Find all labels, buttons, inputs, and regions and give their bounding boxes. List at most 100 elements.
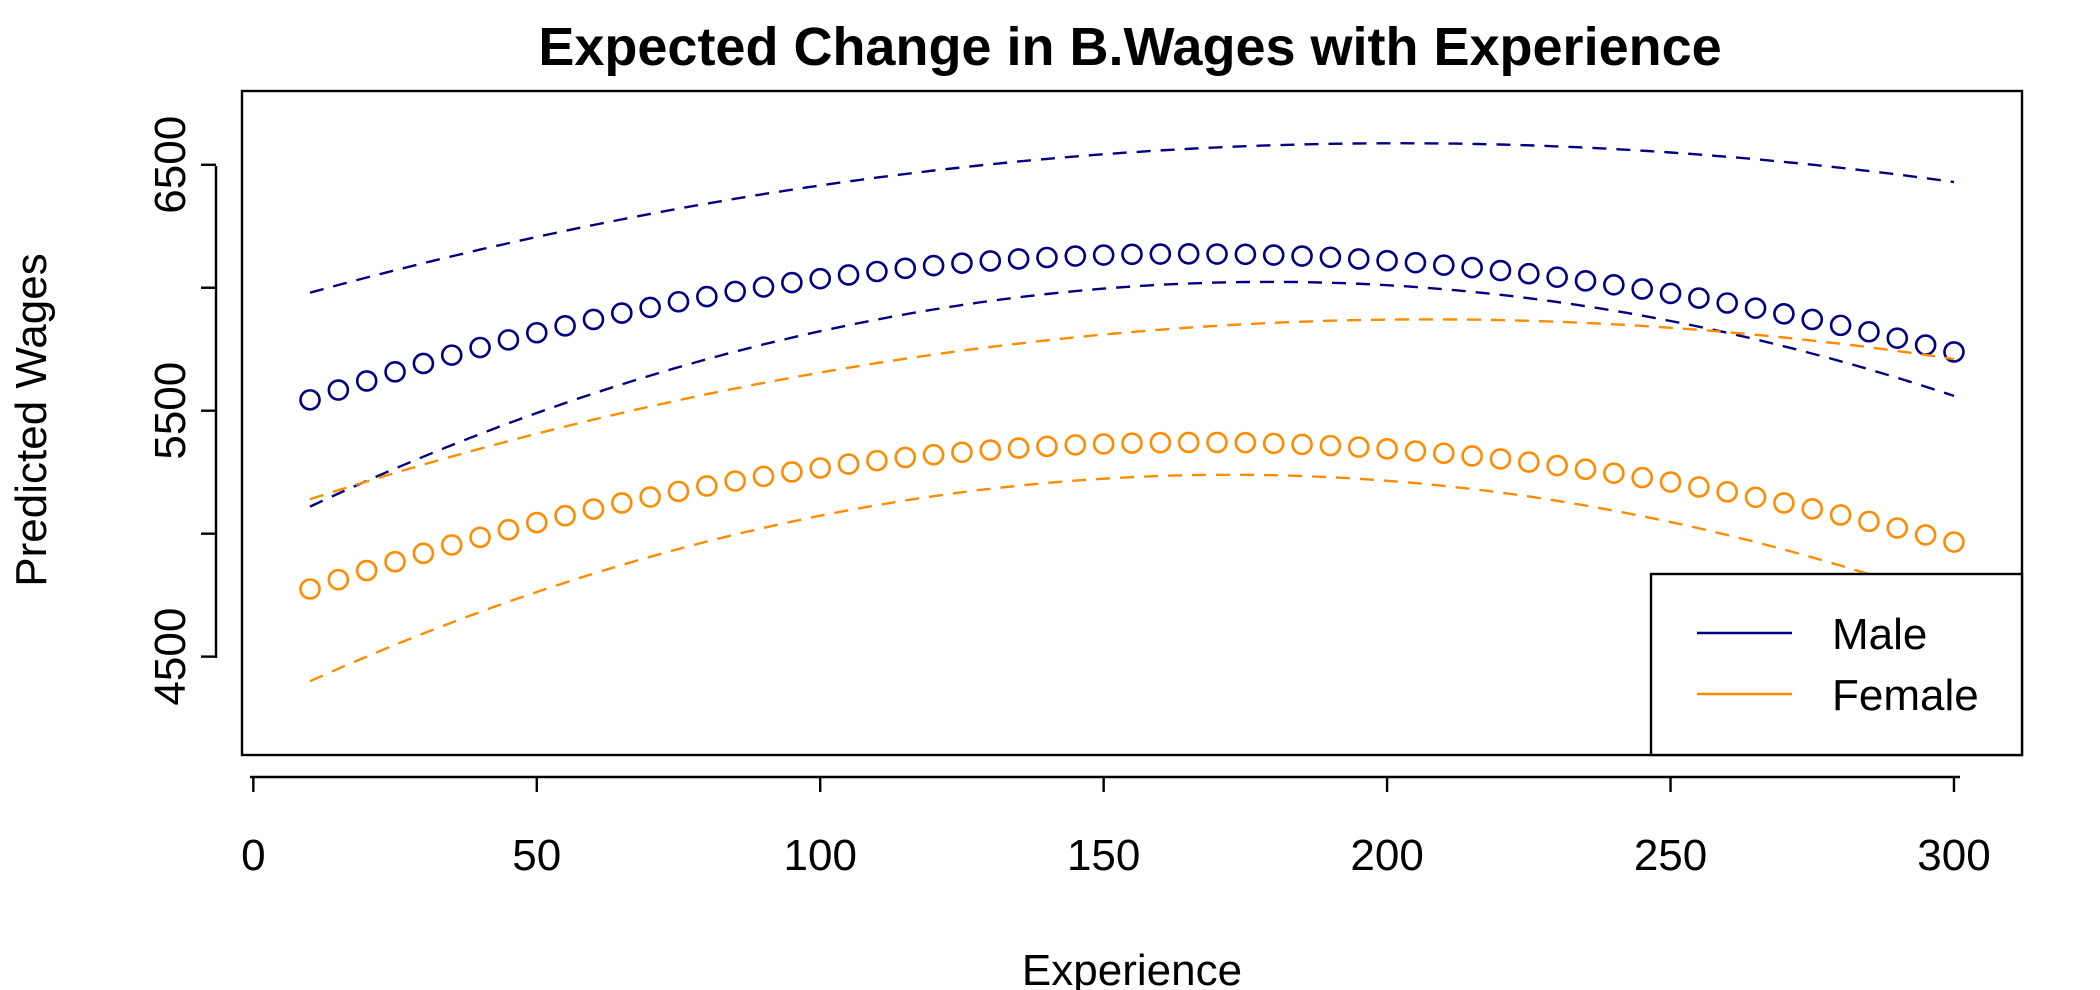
series-female-point: [554, 504, 576, 527]
series-female-point: [667, 480, 690, 503]
x-tick-label: 50: [512, 831, 561, 880]
series-female-point: [1262, 432, 1285, 455]
series-male-point: [979, 250, 1002, 272]
x-tick-label: 200: [1350, 831, 1423, 880]
series-male-point: [384, 361, 406, 383]
series-male-point: [412, 352, 435, 375]
series-female-point: [1603, 462, 1625, 484]
series-female-point: [951, 441, 973, 464]
series-female-point: [1943, 531, 1965, 553]
series-female-point: [1376, 438, 1398, 460]
series-male-point: [866, 260, 888, 283]
series-female-point: [1631, 466, 1653, 489]
series-male-point: [951, 252, 973, 274]
series-female-point: [1773, 492, 1795, 514]
series-female-point: [299, 578, 321, 600]
series-male-point: [1177, 243, 1200, 265]
series-female-point: [582, 498, 605, 520]
series-female-point: [724, 470, 746, 492]
series-male-point: [1801, 308, 1824, 331]
series-female-lower-bound: [309, 473, 1955, 683]
series-male-point: [1262, 244, 1285, 266]
x-axis-label: Experience: [1022, 946, 1242, 990]
series-female-point: [525, 511, 548, 534]
series-male-point: [1773, 303, 1795, 325]
series-female-point: [384, 550, 406, 573]
series-male-point: [894, 257, 917, 280]
series-female-point: [922, 443, 945, 466]
series-female-point: [327, 568, 350, 591]
series-male-point: [1064, 245, 1087, 267]
series-female-point: [1829, 504, 1852, 526]
series-male-point: [1376, 249, 1398, 272]
series-male-point: [1518, 262, 1540, 285]
series-male-point: [299, 389, 321, 411]
series-male-point: [1206, 243, 1228, 265]
series-male-point: [440, 344, 463, 366]
legend-label-female: Female: [1832, 671, 1979, 720]
series-female-point: [1404, 440, 1427, 462]
series-female-point: [412, 542, 435, 565]
series-male-point: [837, 264, 860, 286]
x-tick-label: 0: [241, 831, 265, 880]
series-male-point: [1943, 341, 1965, 363]
series-female-point: [611, 492, 633, 514]
series-male-point: [1461, 256, 1483, 279]
series-female-point: [696, 475, 718, 497]
series-male-point: [922, 254, 945, 277]
series-male-point: [1234, 243, 1257, 266]
y-axis-label: Predicted Wages: [7, 253, 56, 586]
series-female-point: [809, 457, 832, 479]
series-female-point: [1858, 510, 1880, 533]
y-axis: 4500 5500 6500: [146, 116, 218, 706]
series-male-upper-bound: [309, 141, 1955, 294]
series-female-point: [469, 526, 491, 549]
series-female-point: [1234, 431, 1257, 454]
series-female-point: [1659, 471, 1682, 493]
series-female-point: [866, 449, 888, 472]
series-female-point: [1007, 437, 1030, 459]
series-female-point: [1518, 451, 1540, 473]
series-female-point: [1546, 454, 1568, 477]
x-tick-label: 250: [1634, 831, 1707, 880]
series-male-point: [667, 290, 690, 313]
series-female-point: [781, 461, 803, 483]
series-male-point: [1404, 251, 1427, 274]
series-male: [299, 141, 1965, 508]
series-male-point: [1546, 266, 1568, 288]
series-male-point: [1659, 282, 1682, 305]
series-female-point: [1574, 458, 1597, 481]
series-female-point: [639, 486, 661, 508]
series-female-point: [979, 439, 1002, 461]
plot-frame: [240, 89, 2024, 757]
series-female-point: [837, 453, 860, 475]
series-female-point: [440, 534, 463, 556]
series-male-point: [1149, 243, 1172, 265]
legend: Male Female: [1649, 572, 2024, 757]
series-male-point: [781, 271, 803, 294]
series-male-point: [1007, 248, 1030, 270]
series-male-point: [327, 379, 350, 401]
series-male-point: [809, 267, 832, 290]
x-tick-label: 100: [784, 831, 857, 880]
series-female-point: [1489, 448, 1512, 470]
series-male-point: [724, 280, 746, 303]
y-tick-label: 5500: [146, 362, 195, 460]
series-male-point: [1603, 273, 1625, 296]
series-female-point: [1886, 517, 1909, 539]
x-tick-label: 300: [1917, 831, 1990, 880]
x-tick-label: 150: [1067, 831, 1140, 880]
series-female-upper-bound: [309, 318, 1955, 501]
series-female-point: [1744, 486, 1767, 509]
series-male-point: [1489, 259, 1512, 282]
series-male-lower-bound: [309, 280, 1955, 508]
legend-label-male: Male: [1832, 610, 1927, 659]
series-female-point: [1291, 433, 1313, 456]
series-male-point: [752, 276, 775, 298]
y-tick-label: 4500: [146, 608, 195, 706]
series-male-point: [1319, 246, 1342, 269]
series-female-point: [1801, 498, 1824, 520]
chart-title: Expected Change in B.Wages with Experien…: [538, 17, 1721, 77]
series-female-point: [752, 465, 775, 488]
